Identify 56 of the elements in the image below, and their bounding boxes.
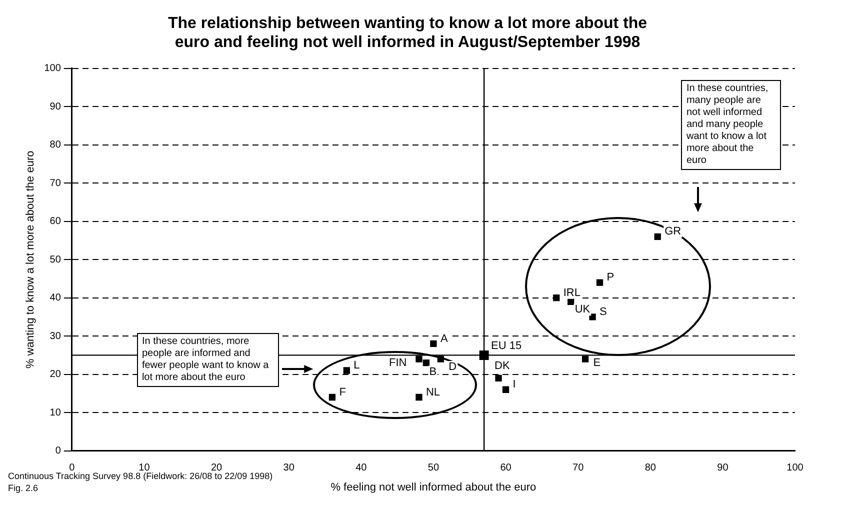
y-tick-label: 50 [50, 254, 62, 266]
y-tick-label: 20 [50, 369, 62, 380]
y-tick-label: 0 [55, 446, 62, 457]
x-tick-label: 40 [356, 462, 368, 474]
x-tick-label: 100 [786, 462, 804, 474]
point [589, 314, 596, 320]
caption: Fig. 2.6 [8, 482, 38, 494]
series-label: L [354, 360, 360, 372]
point [502, 386, 510, 393]
series-label: P [606, 272, 614, 284]
x-axis-title: % feeling not well informed about the euro [330, 481, 536, 494]
point [568, 298, 574, 305]
y-tick-label: 30 [50, 330, 62, 342]
y-tick-label: 10 [50, 407, 62, 418]
point [596, 279, 604, 286]
y-tick-label: 100 [44, 63, 62, 74]
point [437, 356, 444, 362]
series-label: DK [494, 360, 510, 372]
point [495, 374, 502, 382]
y-tick-label: 80 [50, 140, 62, 151]
point [582, 356, 589, 362]
series-label: I [512, 378, 516, 391]
y-tick-label: 60 [50, 216, 62, 228]
annotation: In these countries, more people are informed and fewer people want to know a lot more about the euro [136, 333, 279, 388]
series-label: GR [664, 226, 682, 238]
x-tick-label: 30 [283, 462, 295, 474]
y-axis-title: % wanting to know a lot more about the euro [24, 150, 37, 368]
point [422, 360, 430, 366]
series-label: IRL [563, 286, 580, 299]
series-label: EU 15 [491, 340, 522, 352]
series-label: A [440, 332, 448, 345]
series-label: UK [574, 304, 591, 316]
x-tick-label: 60 [500, 462, 512, 474]
y-tick-label: 90 [50, 101, 62, 112]
chart-title: The relationship between wanting to know a lot more about the euro and feeling not well informed in August/September 1998 [168, 15, 648, 52]
point [343, 367, 350, 374]
x-tick-label: 80 [644, 462, 656, 474]
y-tick-label: 70 [50, 178, 62, 189]
series-label: FIN [388, 357, 407, 370]
x-tick-label: 70 [572, 462, 584, 474]
point [553, 294, 560, 302]
series-label: S [600, 306, 607, 318]
series-label: D [448, 361, 457, 374]
series-label: NL [426, 386, 440, 398]
point [654, 233, 661, 240]
point [416, 394, 422, 401]
series-label: F [339, 386, 346, 398]
series-label: B [429, 366, 437, 378]
x-tick-label: 50 [428, 462, 440, 474]
point [430, 340, 437, 348]
annotation: In these countries, many people are not well informed and many people want to know a lot more about the euro [681, 80, 782, 170]
point [416, 356, 422, 362]
series-label: E [593, 357, 601, 370]
y-tick-label: 40 [50, 292, 62, 304]
point [328, 394, 336, 401]
x-tick-label: 90 [717, 462, 729, 474]
